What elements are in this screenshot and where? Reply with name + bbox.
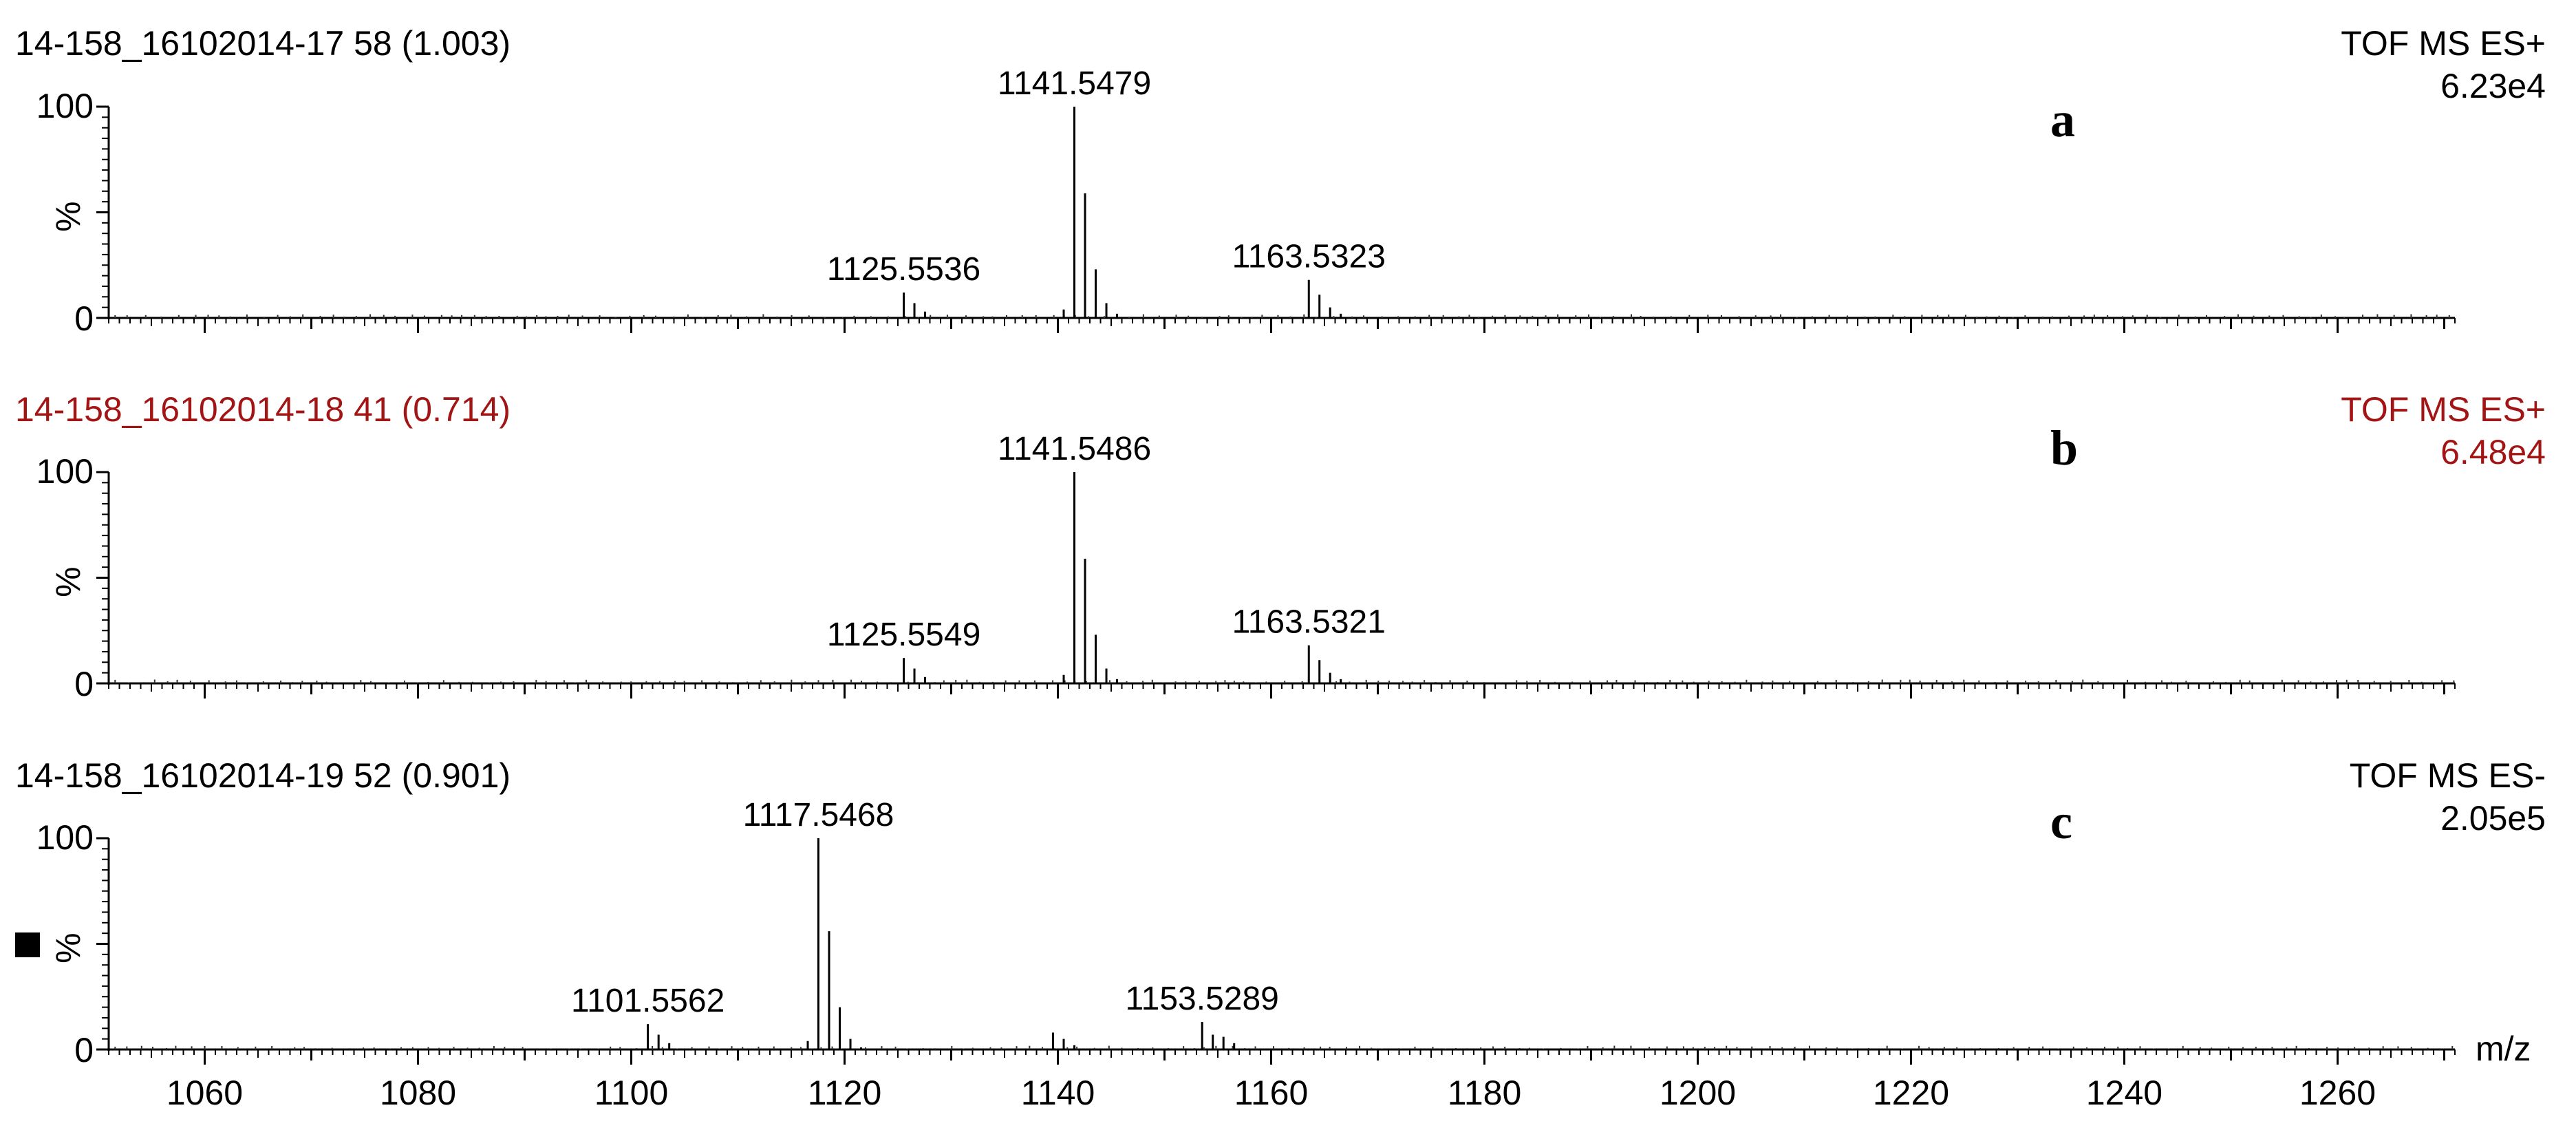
base-peak-intensity-label: 6.23e4 (2440, 67, 2546, 105)
x-axis-label: m/z (2476, 1030, 2531, 1068)
peak-label: 1125.5549 (827, 617, 980, 653)
panel-letter: a (2050, 92, 2075, 147)
x-tick-label: 1060 (167, 1074, 243, 1112)
peak-label: 1163.5321 (1232, 604, 1386, 641)
ionization-mode-label: TOF MS ES- (2350, 756, 2546, 795)
peak-label: 1141.5479 (998, 65, 1151, 102)
x-tick-label: 1240 (2086, 1074, 2162, 1112)
peak-label: 1153.5289 (1126, 981, 1279, 1017)
peak-label: 1163.5323 (1232, 239, 1386, 275)
spectrum-id-label: 14-158_16102014-17 58 (1.003) (15, 24, 511, 63)
y-axis-label: % (49, 932, 87, 963)
x-tick-label: 1180 (1448, 1074, 1522, 1112)
y-tick-label-0: 0 (74, 299, 94, 338)
y-tick-label-0: 0 (74, 1031, 94, 1069)
peak-label: 1117.5468 (743, 797, 894, 833)
y-tick-label-100: 100 (36, 818, 94, 857)
y-tick-label-0: 0 (74, 665, 94, 703)
y-tick-label-100: 100 (36, 452, 94, 491)
ionization-mode-label: TOF MS ES+ (2341, 24, 2546, 63)
ionization-mode-label: TOF MS ES+ (2341, 390, 2546, 429)
peak-label: 1101.5562 (571, 983, 724, 1019)
panel-b: 14-158_16102014-18 41 (0.714) TOF MS ES+ 6… (15, 390, 2546, 703)
x-tick-label: 1220 (1873, 1074, 1949, 1112)
x-tick-label: 1080 (380, 1074, 456, 1112)
panel-c: 14-158_16102014-19 52 (0.901) TOF MS ES- 2… (15, 756, 2546, 1112)
base-peak-intensity-label: 2.05e5 (2440, 799, 2546, 838)
peak-label: 1125.5536 (827, 251, 980, 288)
panel-letter: c (2050, 794, 2072, 849)
x-tick-label: 1260 (2299, 1074, 2376, 1112)
spectrum-id-label: 14-158_16102014-18 41 (0.714) (15, 390, 511, 429)
square-marker (15, 932, 40, 957)
x-tick-label: 1120 (808, 1074, 882, 1112)
peak-label: 1141.5486 (998, 431, 1151, 467)
y-tick-label-100: 100 (36, 87, 94, 125)
x-tick-label: 1100 (594, 1074, 669, 1112)
x-tick-label: 1140 (1021, 1074, 1095, 1112)
spectrum-id-label: 14-158_16102014-19 52 (0.901) (15, 756, 511, 795)
y-axis-label: % (49, 566, 87, 597)
base-peak-intensity-label: 6.48e4 (2440, 433, 2546, 471)
y-axis-label: % (49, 201, 87, 231)
panel-a: 14-158_16102014-17 58 (1.003) TOF MS ES+ 6… (15, 24, 2546, 338)
x-tick-label: 1160 (1234, 1074, 1309, 1112)
panel-letter: b (2050, 420, 2078, 476)
x-tick-label: 1200 (1660, 1074, 1736, 1112)
